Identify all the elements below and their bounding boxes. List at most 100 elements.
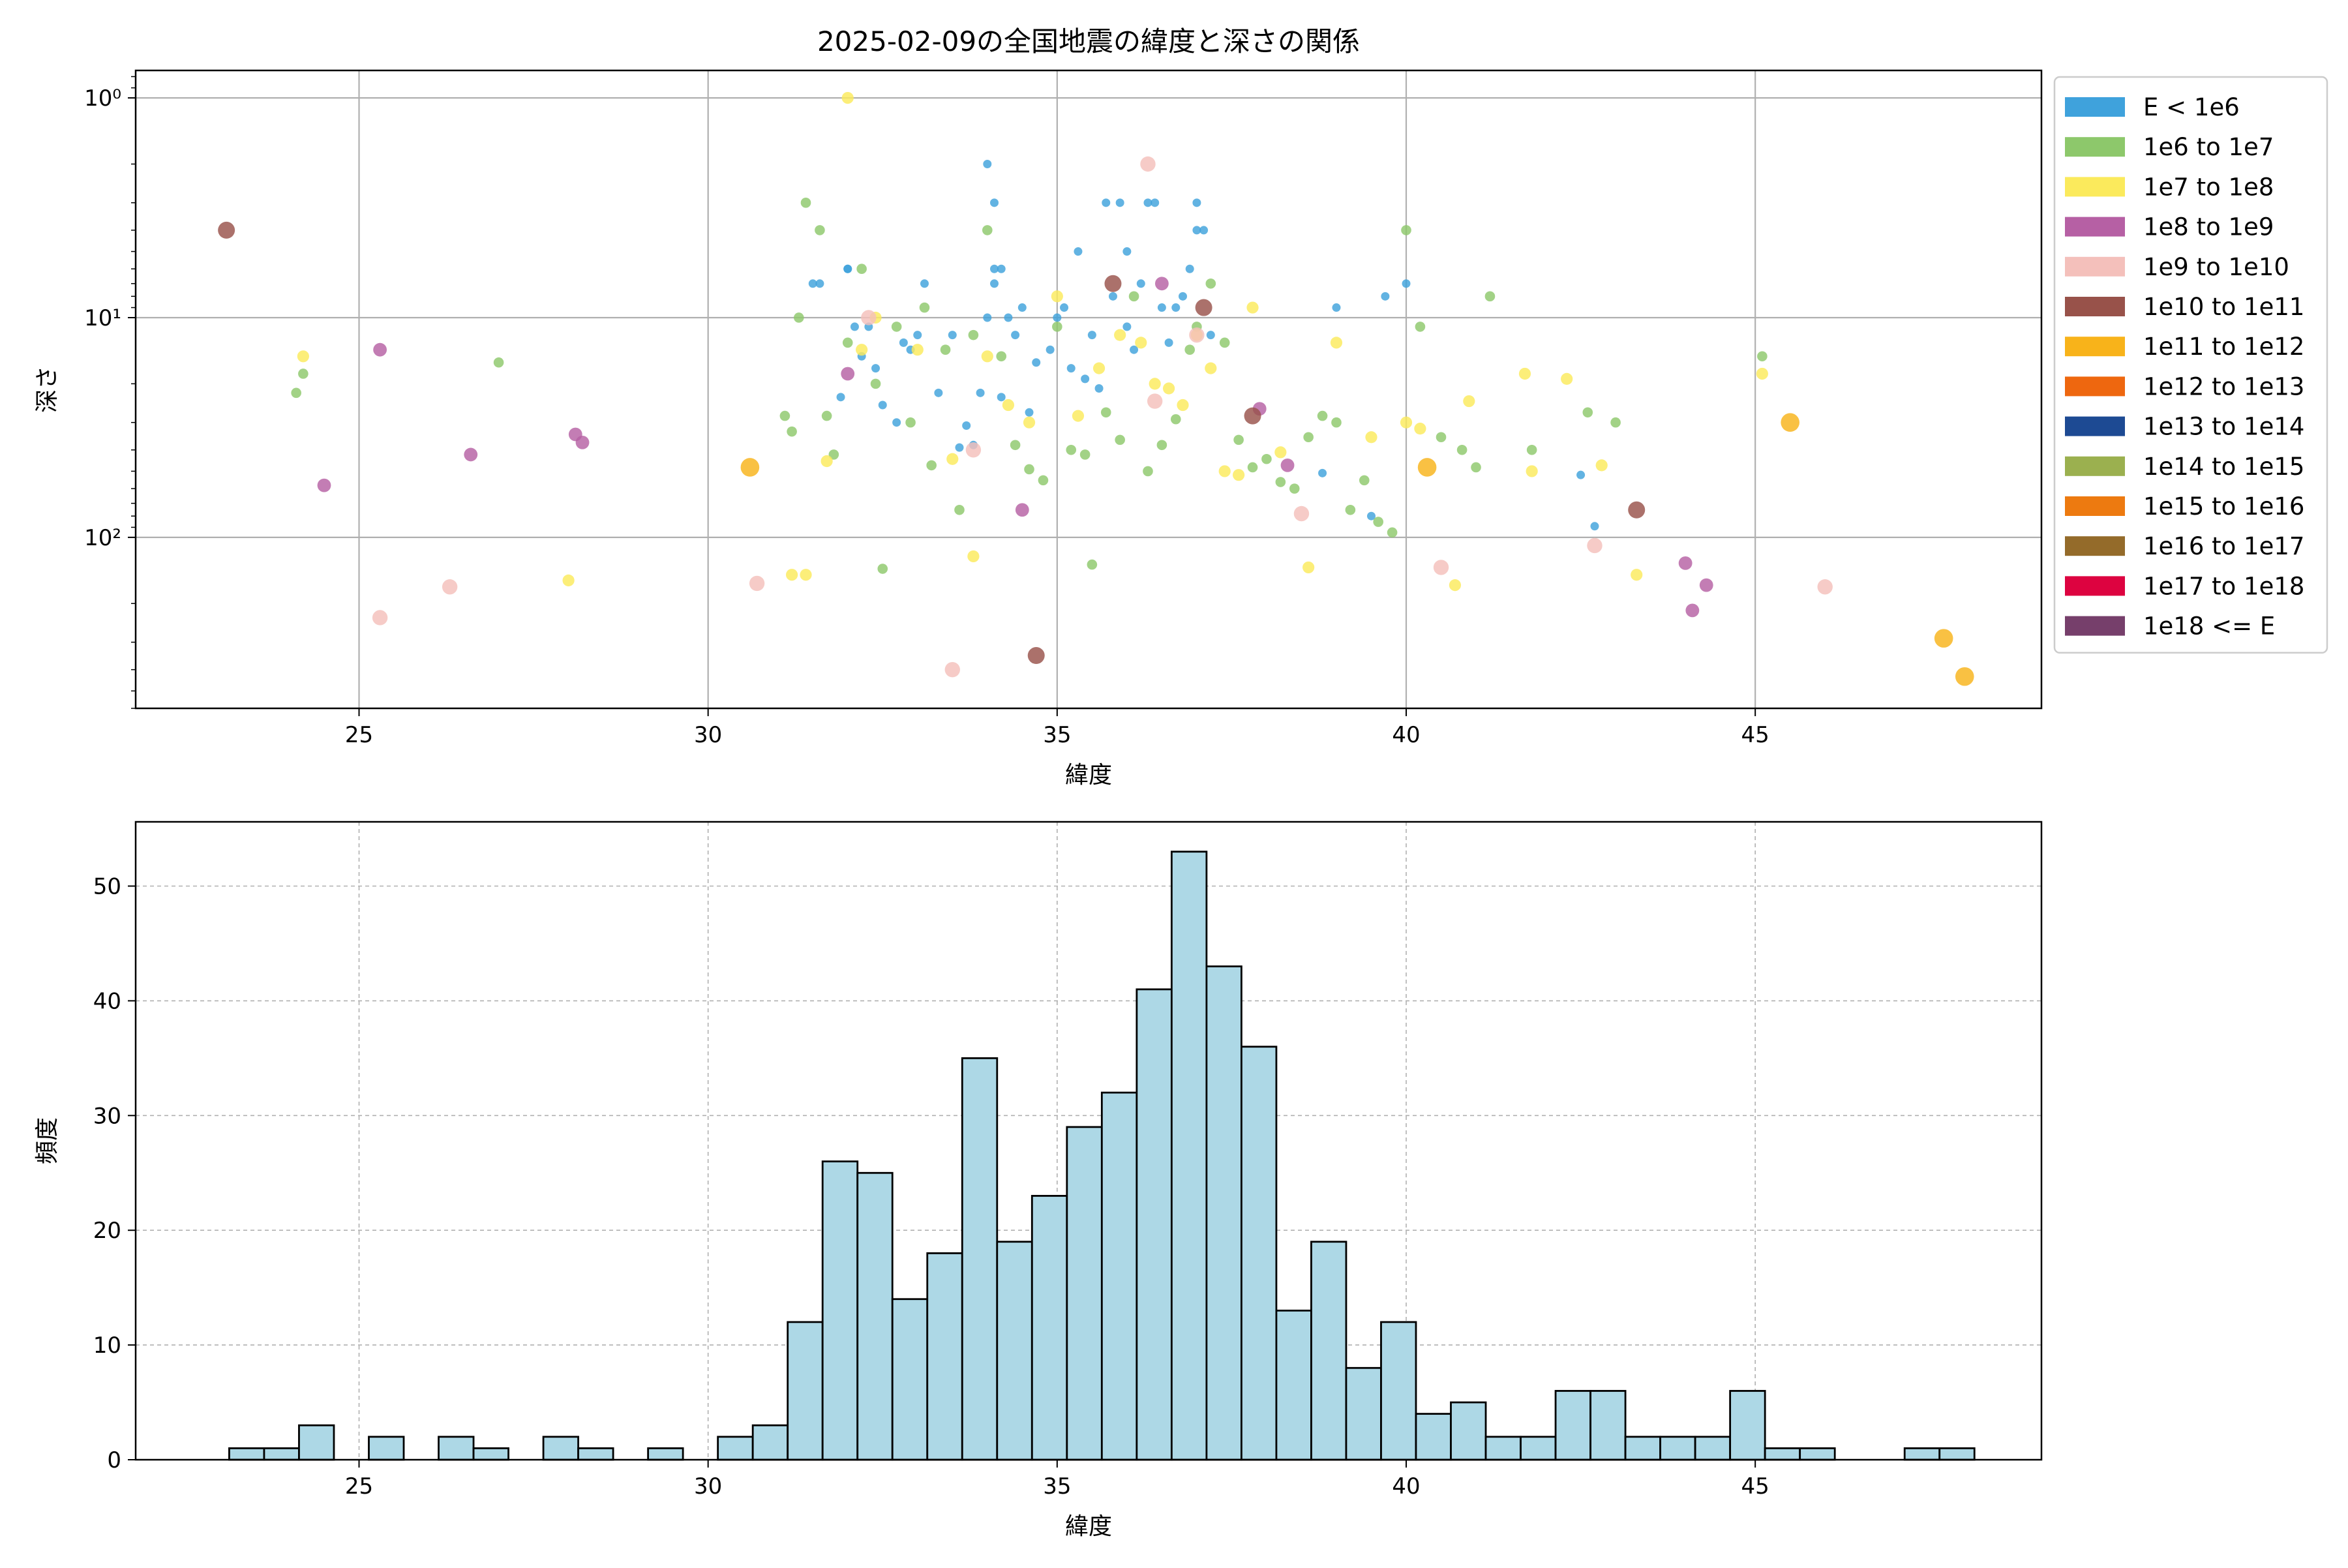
- histogram-bar: [1520, 1436, 1557, 1461]
- legend-swatch: [2065, 256, 2125, 277]
- scatter-point: [1189, 327, 1205, 343]
- scatter-point: [1147, 393, 1163, 409]
- scatter-point: [1359, 475, 1370, 486]
- scatter-point: [1010, 440, 1021, 451]
- scatter-point: [1631, 569, 1643, 581]
- scatter-point: [1157, 303, 1166, 312]
- scatter-point: [841, 91, 854, 104]
- histogram-y-tick-label: 10: [93, 1333, 121, 1359]
- histogram-bar: [1205, 965, 1242, 1461]
- scatter-point: [1582, 407, 1593, 418]
- histogram-bar: [926, 1252, 963, 1461]
- histogram-bar: [1136, 988, 1173, 1461]
- scatter-point: [1104, 275, 1122, 292]
- scatter-point: [1199, 226, 1209, 235]
- histogram-bar: [1659, 1436, 1696, 1461]
- scatter-point: [1170, 414, 1181, 425]
- histogram-bar: [1729, 1390, 1766, 1461]
- scatter-point: [1011, 331, 1020, 340]
- histogram-bar: [1310, 1241, 1347, 1461]
- scatter-point: [856, 264, 867, 275]
- legend-swatch: [2065, 456, 2125, 476]
- scatter-point: [298, 369, 309, 379]
- histogram-y-axis-label: 頻度: [34, 1117, 61, 1164]
- legend-swatch: [2065, 616, 2125, 636]
- histogram-bar: [821, 1160, 859, 1461]
- scatter-point: [997, 393, 1006, 402]
- scatter-point: [842, 337, 853, 348]
- legend-swatch: [2065, 376, 2125, 397]
- histogram-bar: [1624, 1436, 1661, 1461]
- scatter-point: [1244, 407, 1261, 425]
- histogram-bar: [1484, 1436, 1522, 1461]
- scatter-point: [372, 610, 388, 626]
- scatter-point: [1484, 291, 1496, 302]
- scatter-point: [1051, 290, 1063, 303]
- scatter-grid: [136, 70, 2041, 708]
- scatter-y-axis-label: 深さ: [34, 366, 61, 413]
- legend-label: 1e10 to 1e11: [2143, 293, 2304, 321]
- scatter-point: [828, 449, 839, 460]
- scatter-point: [1143, 198, 1152, 207]
- legend-swatch: [2065, 337, 2125, 357]
- scatter-point: [962, 421, 971, 430]
- scatter-legend: E < 1e6 1e6 to 1e7 1e7 to 1e8 1e8 to 1e9 1e9…: [2053, 76, 2328, 654]
- histogram-bar: [1415, 1413, 1452, 1461]
- scatter-point: [787, 426, 797, 437]
- scatter-point: [983, 313, 992, 322]
- scatter-point: [1130, 345, 1139, 354]
- scatter-point: [990, 279, 999, 288]
- scatter-point: [1433, 560, 1449, 575]
- scatter-point: [1402, 279, 1411, 288]
- scatter-point: [1817, 579, 1833, 595]
- scatter-point: [1192, 226, 1201, 235]
- scatter-point: [1094, 384, 1104, 393]
- scatter-x-tick-label: 40: [1392, 722, 1420, 748]
- legend-swatch: [2065, 496, 2125, 516]
- histogram-y-tick-label: 0: [107, 1447, 121, 1473]
- scatter-point: [911, 344, 924, 356]
- scatter-point: [1387, 527, 1398, 538]
- legend-label: 1e16 to 1e17: [2143, 532, 2304, 560]
- scatter-point: [1293, 505, 1310, 522]
- scatter-point: [1463, 395, 1475, 408]
- scatter-point: [1595, 459, 1608, 472]
- scatter-point: [1143, 466, 1153, 477]
- histogram-bar: [1938, 1447, 1976, 1461]
- histogram-bar: [577, 1447, 614, 1461]
- scatter-point: [779, 410, 790, 421]
- histogram-bar: [647, 1447, 684, 1461]
- legend-label: 1e6 to 1e7: [2143, 133, 2274, 161]
- scatter-point: [1074, 247, 1083, 256]
- scatter-point: [1114, 329, 1126, 341]
- scatter-point: [870, 378, 881, 389]
- scatter-point: [1275, 477, 1286, 487]
- scatter-point: [1456, 444, 1468, 455]
- scatter-x-tick-label: 30: [694, 722, 722, 748]
- scatter-y-tick-label: 10⁰: [84, 85, 121, 112]
- scatter-point: [1417, 458, 1437, 477]
- scatter-point: [1303, 432, 1314, 443]
- histogram-bar: [717, 1436, 754, 1461]
- scatter-point: [1436, 432, 1447, 443]
- histogram-bar: [368, 1436, 405, 1461]
- scatter-point: [1087, 559, 1098, 570]
- scatter-x-tick-label: 35: [1043, 722, 1071, 748]
- scatter-point: [1162, 382, 1175, 395]
- scatter-point: [1178, 292, 1187, 301]
- scatter-point: [1136, 279, 1145, 288]
- scatter-point: [1345, 504, 1356, 515]
- scatter-point: [1092, 362, 1106, 374]
- scatter-point: [794, 312, 804, 323]
- scatter-point: [836, 393, 845, 402]
- scatter-point: [1373, 517, 1383, 527]
- scatter-point: [1122, 322, 1132, 331]
- scatter-point: [1317, 410, 1328, 421]
- scatter-point: [464, 447, 478, 462]
- histogram-y-tick-label: 20: [93, 1218, 121, 1244]
- scatter-point: [968, 329, 979, 340]
- scatter-point: [1366, 511, 1376, 520]
- legend-label: 1e8 to 1e9: [2143, 213, 2274, 241]
- scatter-point: [850, 322, 859, 331]
